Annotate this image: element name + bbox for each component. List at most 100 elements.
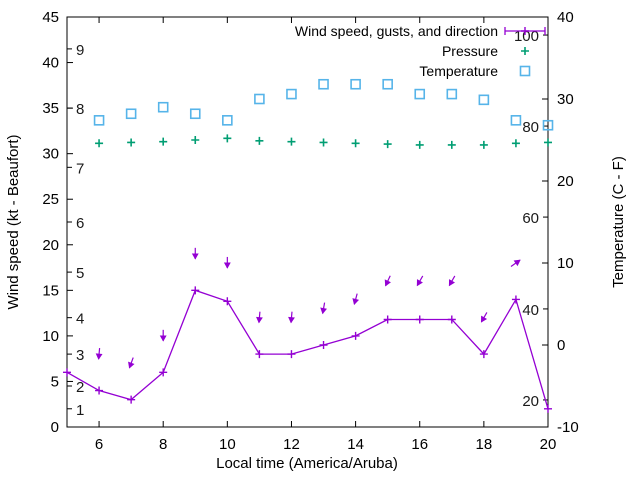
x-tick-label: 10	[219, 436, 236, 453]
pressure-marker	[351, 139, 360, 148]
pressure-marker	[95, 139, 104, 148]
y2-tick-label: 20	[557, 173, 574, 190]
beaufort-label: 7	[76, 160, 84, 177]
beaufort-label: 8	[76, 101, 84, 118]
beaufort-label: 2	[76, 379, 84, 396]
y-tick-label: 40	[42, 55, 59, 72]
y-axis-tick-labels: 0 5 10 15 20 25 30 35 40 45	[42, 9, 59, 436]
pressure-marker	[479, 140, 488, 149]
wind-direction-arrow	[223, 256, 231, 269]
temperature-marker	[542, 119, 554, 131]
y-tick-label: 35	[42, 100, 59, 117]
temperature-marker	[286, 88, 297, 100]
arrow-head	[128, 361, 135, 369]
wind-direction-arrow	[159, 329, 167, 342]
wind-speed-marker	[447, 315, 456, 324]
beaufort-label: 6	[76, 215, 84, 232]
y2-tick-label: 30	[557, 91, 574, 108]
wind-direction-arrow	[128, 357, 135, 369]
temperature-marker	[510, 115, 522, 126]
temperature-marker	[414, 88, 426, 100]
arrow-head	[448, 279, 455, 287]
x-tick-label: 20	[540, 436, 557, 453]
temperature-series	[93, 78, 554, 131]
y2-axis-label: Temperature (C - F)	[610, 156, 627, 288]
y2-tick-label: -10	[557, 419, 579, 436]
fahrenheit-scale-labels: 20 40 60 80 100	[514, 28, 548, 410]
x-tick-label: 6	[95, 436, 103, 453]
arrow-head	[513, 259, 521, 267]
beaufort-label: 3	[76, 347, 84, 364]
x-axis-top-ticks	[98, 17, 549, 23]
wind-speed-marker	[351, 331, 360, 340]
temperature-marker	[318, 78, 329, 90]
wind-direction-arrow	[256, 311, 263, 324]
temperature-marker	[350, 78, 361, 90]
legend-label: Pressure	[442, 43, 498, 59]
y-tick-label: 20	[42, 237, 59, 254]
x-tick-label: 12	[283, 436, 300, 453]
temperature-marker	[157, 101, 169, 113]
arrow-head	[223, 262, 231, 269]
chart-legend: Wind speed, gusts, and direction Pressure…	[295, 23, 546, 79]
legend-swatch-plus	[521, 27, 529, 35]
wind-speed-line	[66, 289, 549, 409]
pressure-marker	[544, 138, 552, 147]
pressure-marker	[255, 136, 264, 145]
y-tick-label: 10	[42, 328, 59, 345]
beaufort-label: 4	[76, 311, 84, 328]
legend-label: Wind speed, gusts, and direction	[295, 23, 498, 39]
wind-direction-arrow	[510, 259, 521, 267]
beaufort-label: 1	[76, 402, 84, 419]
beaufort-scale-labels: 1 2 3 4 5 6 7 8 9	[67, 42, 84, 419]
pressure-marker	[447, 140, 456, 149]
x-axis-ticks	[67, 421, 549, 428]
pressure-series	[95, 134, 552, 149]
wind-speed-marker	[191, 286, 200, 295]
wind-direction-arrow	[288, 311, 295, 324]
wind-speed-marker	[511, 295, 520, 304]
pressure-marker	[127, 138, 136, 147]
pressure-marker	[287, 137, 296, 146]
temperature-marker	[446, 88, 458, 100]
wind-speed-marker	[479, 350, 488, 359]
pressure-marker	[415, 140, 424, 149]
wind-speed-marker	[319, 341, 328, 349]
wind-speed-marker	[383, 315, 392, 324]
temperature-marker	[93, 115, 105, 126]
pressure-marker	[159, 137, 168, 146]
x-tick-label: 8	[159, 436, 167, 453]
x-tick-label: 18	[476, 436, 493, 453]
y2-tick-label: 0	[557, 337, 565, 354]
pressure-marker	[223, 134, 232, 143]
y-tick-label: 25	[42, 191, 59, 208]
wind-speed-marker	[255, 350, 264, 359]
y2-axis-tick-labels: -10 0 10 20 30 40	[557, 9, 579, 436]
wind-direction-arrow	[352, 293, 360, 306]
temperature-marker	[254, 93, 265, 105]
beaufort-label: 9	[76, 42, 84, 59]
x-tick-label: 14	[347, 436, 364, 453]
y-tick-label: 0	[51, 419, 59, 436]
pressure-marker	[383, 140, 392, 149]
y2-tick-label: 40	[557, 9, 574, 26]
y-tick-label: 45	[42, 9, 59, 26]
wind-speed-marker	[95, 386, 104, 395]
fahrenheit-label: 100	[514, 28, 539, 45]
temperature-marker	[125, 108, 137, 120]
fahrenheit-label: 80	[522, 119, 539, 136]
pressure-marker	[319, 138, 328, 147]
wind-direction-arrow	[480, 312, 488, 323]
temperature-marker	[382, 78, 393, 90]
y-tick-label: 15	[42, 282, 59, 299]
wind-speed-marker	[127, 395, 136, 404]
pressure-marker	[511, 139, 520, 148]
arrow-head	[416, 279, 423, 287]
wind-speed-marker	[159, 368, 168, 377]
y2-tick-label: 10	[557, 255, 574, 272]
wind-speed-marker	[415, 315, 424, 324]
x-axis-tick-labels: 6 8 10 12 14 16 18 20	[95, 436, 556, 453]
